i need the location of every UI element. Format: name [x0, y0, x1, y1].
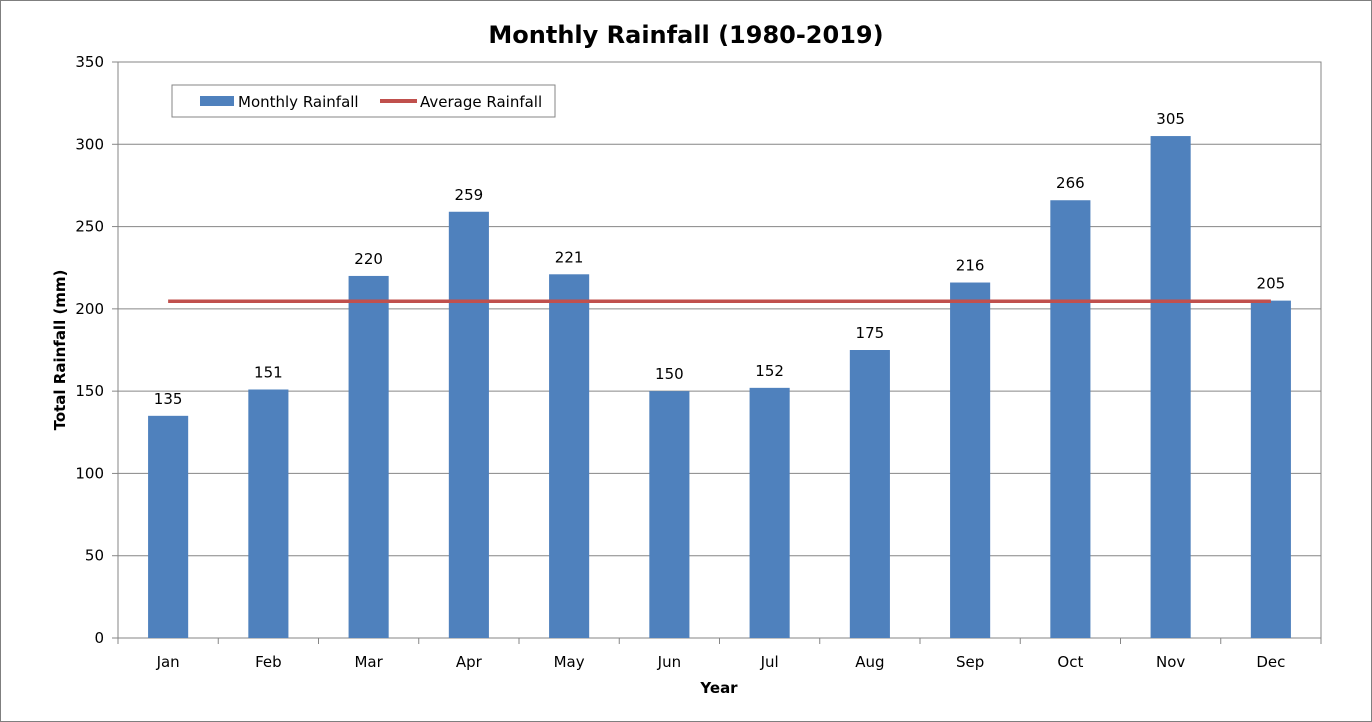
y-tick-label: 350	[75, 53, 104, 71]
data-label: 135	[154, 390, 183, 408]
plot-area-border	[117, 61, 1322, 639]
y-tick-label: 200	[75, 300, 104, 318]
bar-mar	[348, 275, 389, 638]
x-axis-ticks: Jan Feb Mar Apr May Jun Jul Aug Sep Oct Nov Dec	[117, 638, 1322, 671]
data-label: 259	[455, 186, 484, 204]
legend: Monthly Rainfall Average Rainfall	[171, 84, 556, 118]
y-tick-label: 250	[75, 218, 104, 236]
bar-jan	[148, 415, 189, 638]
bar-jul	[749, 387, 790, 638]
y-tick-label: 100	[75, 464, 104, 482]
y-tick-label: 150	[75, 382, 104, 400]
y-tick-label: 50	[85, 547, 104, 565]
data-label: 175	[856, 324, 885, 342]
x-tick-label: Apr	[456, 653, 483, 671]
y-axis-ticks: 0 50 100 150 200 250 300 350	[75, 53, 118, 647]
bar-nov	[1150, 136, 1191, 639]
y-tick-label: 0	[94, 629, 104, 647]
legend-swatch-monthly-rainfall	[200, 96, 234, 106]
legend-label-monthly-rainfall: Monthly Rainfall	[238, 93, 359, 111]
bar-sep	[950, 282, 991, 638]
data-label: 220	[354, 250, 383, 268]
x-tick-label: Nov	[1156, 653, 1185, 671]
x-tick-label: Oct	[1057, 653, 1083, 671]
bar-aug	[849, 350, 890, 638]
x-tick-label: Mar	[354, 653, 383, 671]
x-tick-label: Jun	[657, 653, 681, 671]
x-tick-label: Jan	[156, 653, 180, 671]
x-tick-label: Feb	[255, 653, 282, 671]
x-tick-label: Jul	[760, 653, 779, 671]
bar-jun	[649, 391, 690, 638]
data-label: 152	[755, 362, 784, 380]
data-label: 221	[555, 248, 584, 266]
legend-box	[171, 84, 556, 118]
legend-label-average-rainfall: Average Rainfall	[420, 93, 542, 111]
x-tick-label: Dec	[1256, 653, 1285, 671]
bar-feb	[248, 389, 289, 638]
data-label: 216	[956, 257, 985, 275]
chart-title: Monthly Rainfall (1980-2019)	[488, 21, 883, 49]
x-tick-label: Aug	[855, 653, 884, 671]
bar-apr	[448, 211, 489, 638]
bar-oct	[1050, 200, 1091, 639]
data-label: 266	[1056, 174, 1085, 192]
data-label: 305	[1156, 110, 1185, 128]
y-tick-label: 300	[75, 135, 104, 153]
x-tick-label: May	[554, 653, 585, 671]
bar-may	[549, 274, 590, 638]
y-axis-title: Total Rainfall (mm)	[51, 270, 69, 431]
data-label: 205	[1257, 275, 1286, 293]
x-tick-label: Sep	[956, 653, 984, 671]
gridlines	[118, 61, 1321, 557]
bars-series	[148, 136, 1291, 639]
data-label: 151	[254, 363, 283, 381]
x-axis-title: Year	[699, 679, 738, 697]
data-labels: 135 151 220 259 221 150 152 175 216 266 305 205	[154, 110, 1285, 408]
plot-border	[117, 61, 1322, 639]
data-label: 150	[655, 365, 684, 383]
bar-dec	[1250, 300, 1291, 638]
